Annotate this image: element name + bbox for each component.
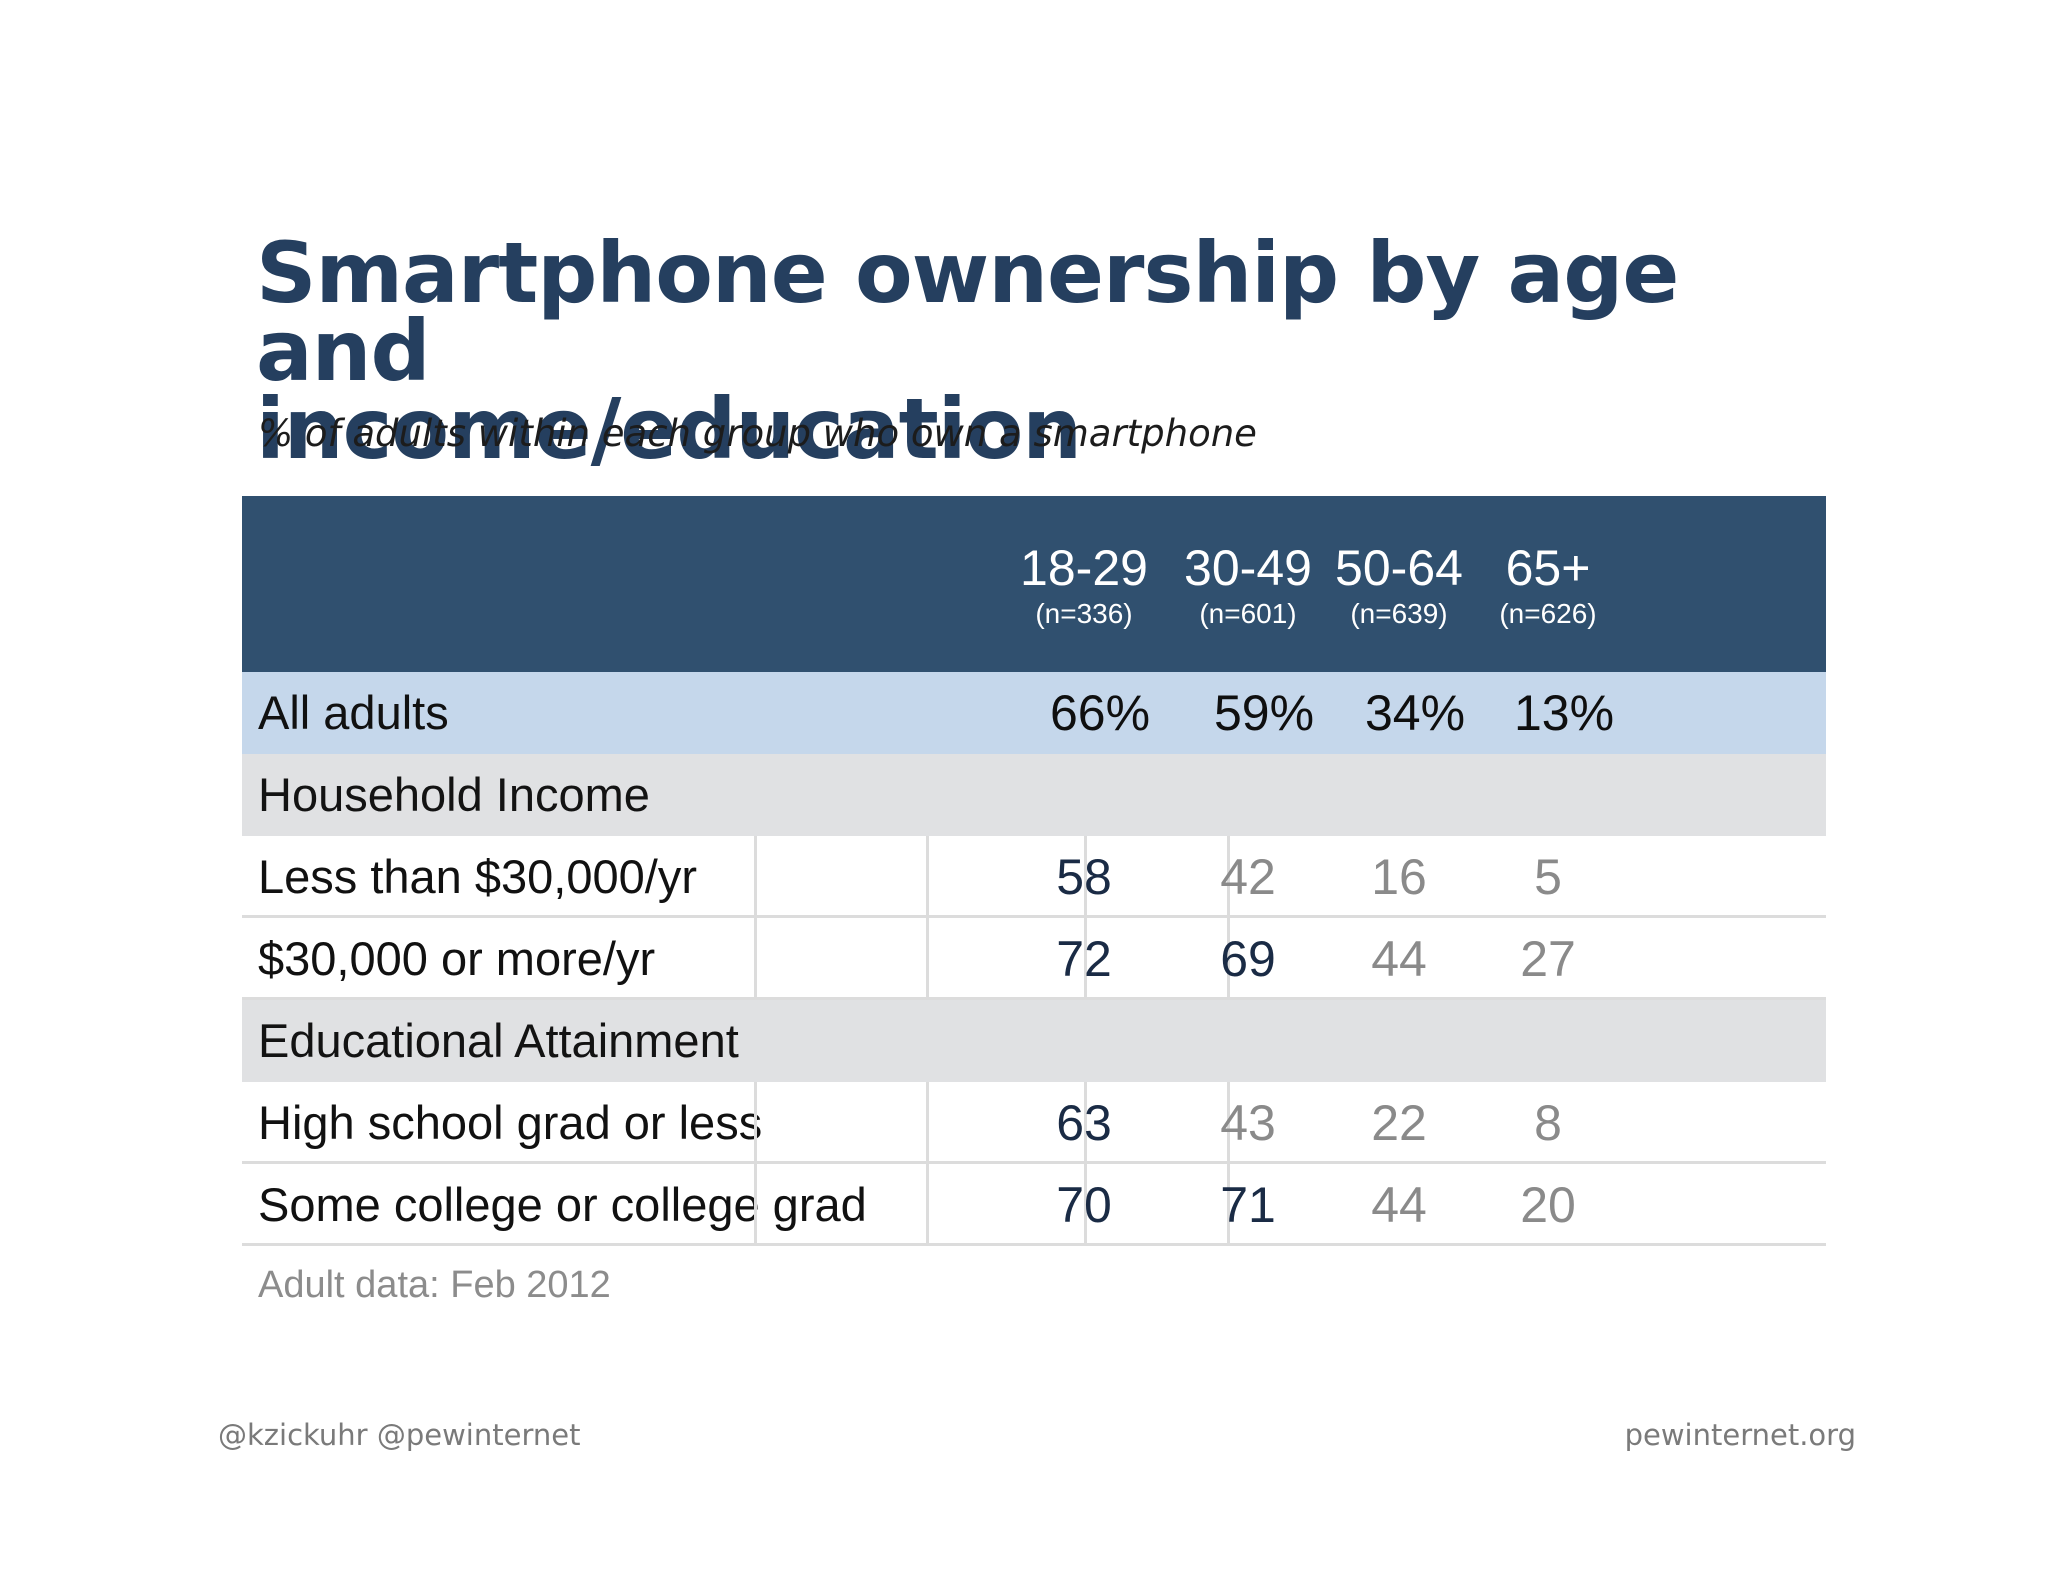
column-divider [1227, 1082, 1230, 1161]
row-label: All adults [258, 686, 449, 739]
row-label: Educational Attainment [258, 1014, 739, 1067]
column-age-label: 50-64 [1335, 540, 1463, 596]
column-divider [1227, 1164, 1230, 1243]
column-divider [926, 918, 929, 997]
value-cell: 34% [1364, 685, 1466, 741]
section-row: Household Income [242, 754, 1826, 836]
table-row: High school grad or less 63 43 22 8 [242, 1082, 1826, 1164]
value-cell: 72 [1056, 931, 1112, 987]
ownership-table: 18-29 (n=336) 30-49 (n=601) 50-64 (n=639) 65+(… [242, 496, 1826, 1246]
chart-subtitle: % of adults within each group who own a … [258, 412, 1257, 455]
value-cell: 22 [1371, 1095, 1427, 1151]
value-cell: 59% [1213, 685, 1315, 741]
value-cell: 5 [1534, 849, 1562, 905]
column-divider [1084, 918, 1087, 997]
table-row: $30,000 or more/yr 72 69 44 27 [242, 918, 1826, 1000]
column-header-3: 65+ (n=626) [1473, 540, 1623, 632]
value-cell: 16 [1371, 849, 1427, 905]
column-sample-size: (n=639) [1350, 598, 1448, 629]
chart-title-line-1: Smartphone ownership by age and [256, 224, 1679, 400]
column-divider [754, 918, 757, 997]
column-age-label: 65+ [1505, 540, 1591, 596]
column-age-label: 18-29 [1020, 540, 1148, 596]
value-cell: 43 [1220, 1095, 1276, 1151]
column-sample-size: (n=601) [1199, 598, 1297, 629]
value-cell: 63 [1056, 1095, 1112, 1151]
value-cell: 42 [1220, 849, 1276, 905]
column-divider [1084, 836, 1087, 915]
chart-title-line-2: income/education [256, 380, 1082, 478]
table-body: All adults 66% 59% 34% 13% Household Income Le… [242, 672, 1826, 1246]
column-divider [754, 1082, 757, 1161]
column-divider [926, 1164, 929, 1243]
row-label: Some college or college grad [258, 1178, 867, 1231]
value-cell: 66% [1049, 685, 1151, 741]
value-cell: 69 [1220, 931, 1276, 987]
column-divider [754, 836, 757, 915]
section-row: Educational Attainment [242, 1000, 1826, 1082]
column-divider [1084, 1082, 1087, 1161]
row-label: High school grad or less [258, 1096, 763, 1149]
column-divider [926, 836, 929, 915]
value-cell: 70 [1056, 1177, 1112, 1233]
column-divider [1084, 1164, 1087, 1243]
row-label: Household Income [258, 768, 650, 821]
chart-title: Smartphone ownership by age and income/e… [256, 224, 1816, 478]
column-divider [926, 1082, 929, 1161]
value-cell: 71 [1220, 1177, 1276, 1233]
value-cell: 13% [1513, 685, 1615, 741]
column-divider [1227, 836, 1230, 915]
column-age-label: 30-49 [1184, 540, 1312, 596]
value-cell: 8 [1534, 1095, 1562, 1151]
all-adults-row: All adults 66% 59% 34% 13% [242, 672, 1826, 754]
table-header: 18-29 (n=336) 30-49 (n=601) 50-64 (n=639) 65+(… [242, 496, 1826, 672]
column-header-0: 18-29 (n=336) [1009, 540, 1159, 632]
column-header-2: 50-64 (n=639) [1324, 540, 1474, 632]
value-cell: 44 [1371, 1177, 1427, 1233]
data-note: Adult data: Feb 2012 [258, 1264, 611, 1306]
column-sample-size: (n=336) [1035, 598, 1133, 629]
column-divider [1227, 918, 1230, 997]
column-divider [754, 1164, 757, 1243]
row-label: Less than $30,000/yr [258, 850, 697, 903]
table-row: Some college or college grad 70 71 44 20 [242, 1164, 1826, 1246]
value-cell: 20 [1520, 1177, 1576, 1233]
value-cell: 58 [1056, 849, 1112, 905]
column-header-1: 30-49 (n=601) [1173, 540, 1323, 632]
footer-handles: @kzickuhr @pewinternet [218, 1418, 581, 1452]
row-label: $30,000 or more/yr [258, 932, 656, 985]
value-cell: 27 [1520, 931, 1576, 987]
footer-website: pewinternet.org [1624, 1418, 1856, 1452]
table-row: Less than $30,000/yr 58 42 16 5 [242, 836, 1826, 918]
column-sample-size: (n=626) [1499, 598, 1597, 629]
value-cell: 44 [1371, 931, 1427, 987]
